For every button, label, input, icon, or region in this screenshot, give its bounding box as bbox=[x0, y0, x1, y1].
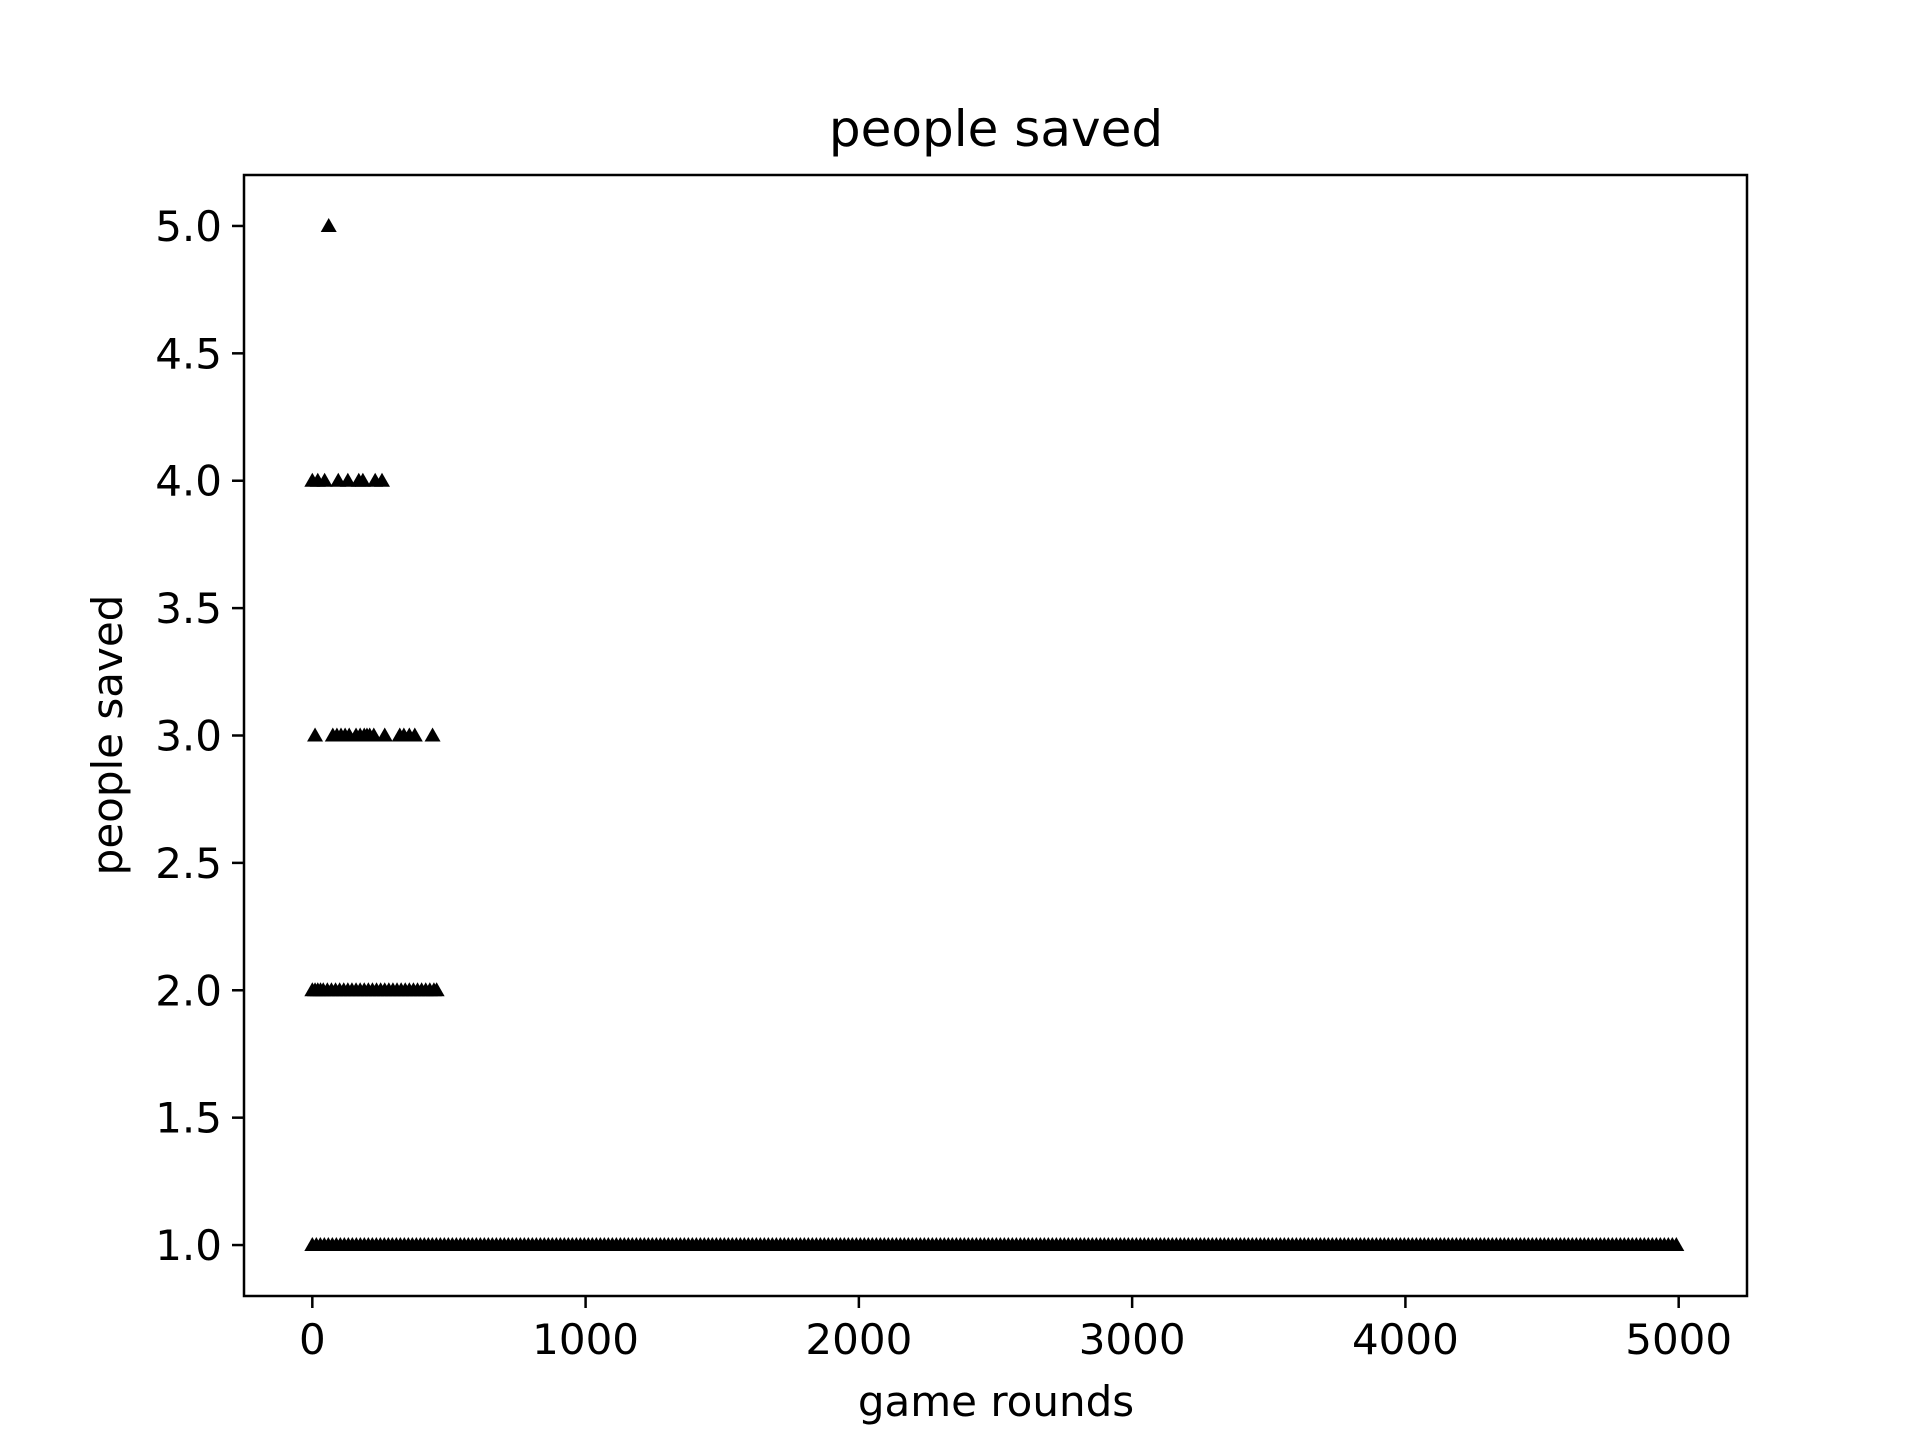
x-tick-label: 3000 bbox=[1079, 1315, 1186, 1364]
y-tick-label: 1.0 bbox=[155, 1221, 222, 1270]
data-point bbox=[374, 472, 391, 487]
data-point bbox=[339, 472, 356, 487]
y-tick-label: 2.0 bbox=[155, 966, 222, 1015]
y-axis: 1.0 1.5 2.0 2.5 3.0 3.5 4.0 4.5 5.0 bbox=[155, 202, 244, 1270]
y-tick-label: 3.0 bbox=[155, 712, 222, 761]
data-point bbox=[365, 727, 382, 742]
data-points bbox=[304, 217, 1685, 1252]
data-point bbox=[424, 727, 441, 742]
chart-title: people saved bbox=[829, 100, 1163, 158]
x-tick-label: 2000 bbox=[805, 1315, 912, 1364]
data-point bbox=[320, 217, 337, 232]
data-point bbox=[428, 982, 445, 997]
data-point bbox=[316, 472, 333, 487]
y-axis-label: people saved bbox=[83, 595, 132, 876]
y-tick-label: 2.5 bbox=[155, 839, 222, 888]
data-point bbox=[354, 472, 371, 487]
plot-area-frame bbox=[242, 173, 1749, 1298]
x-axis: 0 1000 2000 3000 4000 5000 bbox=[299, 1296, 1732, 1364]
data-point bbox=[406, 727, 423, 742]
x-axis-label: game rounds bbox=[858, 1377, 1134, 1426]
y-tick-label: 3.5 bbox=[155, 584, 222, 633]
x-tick-label: 1000 bbox=[532, 1315, 639, 1364]
y-tick-label: 4.5 bbox=[155, 329, 222, 378]
y-tick-label: 5.0 bbox=[155, 202, 222, 251]
x-tick-label: 4000 bbox=[1352, 1315, 1459, 1364]
data-point bbox=[1668, 1237, 1685, 1252]
y-tick-label: 1.5 bbox=[155, 1094, 222, 1143]
x-tick-label: 5000 bbox=[1625, 1315, 1732, 1364]
data-point bbox=[307, 727, 324, 742]
data-point bbox=[376, 727, 393, 742]
y-tick-label: 4.0 bbox=[155, 457, 222, 506]
x-tick-label: 0 bbox=[299, 1315, 326, 1364]
